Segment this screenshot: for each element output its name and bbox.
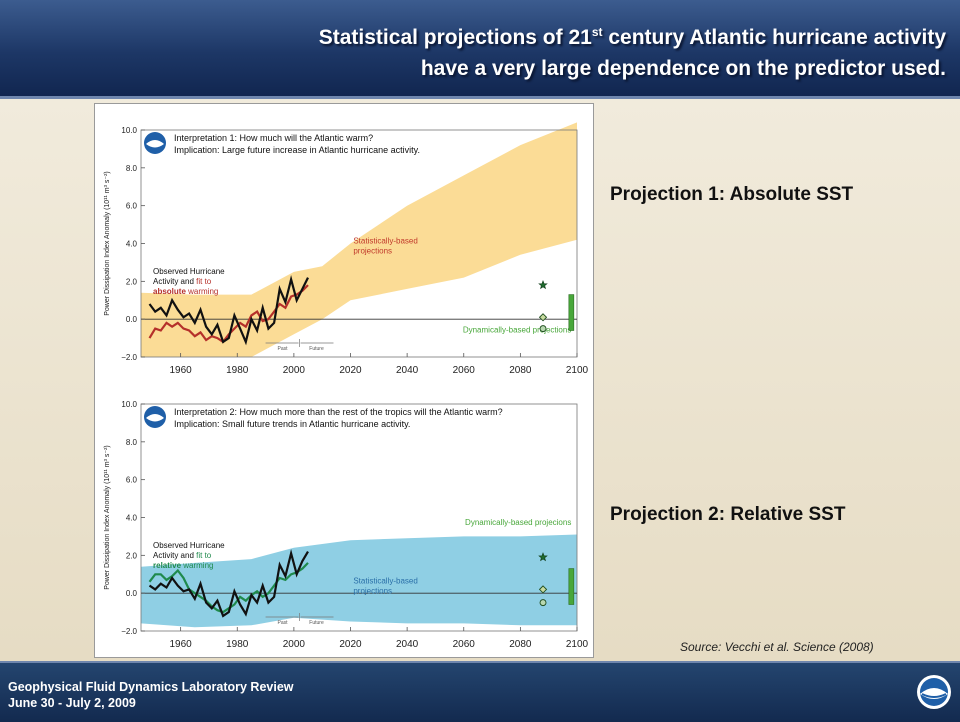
panel1-noaa-logo-bird — [146, 140, 164, 148]
panel1-x-tick-label: 2100 — [566, 365, 589, 376]
panel2-y-tick-label: 0.0 — [126, 589, 138, 598]
panel2-y-tick-label: 6.0 — [126, 476, 138, 485]
panel1-dynamical-circle-marker — [539, 325, 547, 333]
panel1-x-tick-label: 2080 — [509, 365, 532, 376]
panel1-x-tick-label: 1960 — [170, 365, 193, 376]
panel2-x-tick-label: 2040 — [396, 639, 419, 650]
panel2-observed-label-fit: fit to — [196, 551, 212, 560]
panel2-interpretation-line2: Implication: Small future trends in Atla… — [174, 419, 410, 429]
panel2-y-tick-label: 4.0 — [126, 514, 138, 523]
panel1-interpretation-line1: Interpretation 1: How much will the Atla… — [174, 133, 373, 143]
panel1-dynamical-label: Dynamically-based projections — [463, 325, 572, 334]
panel1-y-tick-label: 0.0 — [126, 315, 138, 324]
panel1-observed-label-2: Activity and fit to — [153, 277, 212, 286]
panel1-future-label: Future — [309, 346, 324, 352]
panel1-y-tick-label: 4.0 — [126, 240, 138, 249]
panel1-x-tick-label: 2040 — [396, 365, 419, 376]
title-line2: have a very large dependence on the pred… — [420, 57, 946, 80]
panel2-observed-label-1: Observed Hurricane — [153, 541, 225, 550]
panel2-dynamical-star-marker — [538, 552, 548, 562]
panel1-statistical-label-2: projections — [353, 247, 392, 256]
panel1-observed-label-warming: warming — [186, 287, 218, 296]
footer-text: Geophysical Fluid Dynamics Laboratory Re… — [8, 679, 294, 711]
panel1-statistical-band — [141, 122, 577, 358]
title-banner — [0, 0, 960, 99]
panel2-x-tick-label: 2020 — [339, 639, 362, 650]
panel2-observed-label-2: Activity and fit to — [153, 551, 212, 560]
panel1-x-tick-label: 1980 — [226, 365, 249, 376]
panel2-x-tick-label: 2080 — [509, 639, 532, 650]
panel1-observed-label-3: absolute warming — [153, 287, 218, 296]
panel1-y-tick-label: 10.0 — [121, 126, 137, 135]
panel1-past-label: Past — [278, 346, 289, 352]
panel2-statistical-band — [141, 534, 577, 628]
figure-svg: 10.0 8.0 6.0 4.0 2.0 0.0 −2.0 1960 1980 2000 2020 2… — [104, 122, 589, 650]
source-citation: Source: Vecchi et al. Science (2008) — [680, 640, 874, 654]
panel1-y-axis-label: Power Dissipation Index Anomaly (10¹¹ m³… — [104, 171, 111, 316]
panel2-interpretation-line1: Interpretation 2: How much more than the… — [174, 407, 503, 417]
panel1-x-tick-label: 2020 — [339, 365, 362, 376]
footer-bar — [0, 661, 960, 722]
panel2-x-tick-label: 2100 — [566, 639, 589, 650]
panel2-noaa-logo-icon — [144, 406, 166, 428]
panel2-y-tick-label: 2.0 — [126, 551, 138, 560]
footer-line1: Geophysical Fluid Dynamics Laboratory Re… — [8, 680, 294, 694]
figure-panel: 10.0 8.0 6.0 4.0 2.0 0.0 −2.0 1960 1980 2000 2020 2… — [94, 103, 594, 658]
panel1-y-tick-label: 2.0 — [126, 277, 138, 286]
panel2-future-label: Future — [309, 620, 324, 626]
panel1-observed-line — [148, 275, 309, 346]
panel1-y-tick-label: 6.0 — [126, 202, 138, 211]
panel1-x-tick-label: 2000 — [283, 365, 306, 376]
panel2-x-tick-label: 2060 — [453, 639, 476, 650]
panel2-dynamical-range-bar — [568, 568, 575, 605]
panel2-statistical-label-2: projections — [353, 587, 392, 596]
panel2-dynamical-diamond-marker — [538, 585, 548, 594]
panel1-dynamical-range-bar — [568, 294, 575, 331]
panel1-noaa-logo-icon — [144, 132, 166, 154]
panel2-dynamical-label: Dynamically-based projecions — [465, 518, 571, 527]
panel2-x-tick-label: 1980 — [226, 639, 249, 650]
panel2-past-label: Past — [278, 620, 289, 626]
panel2-x-tick-label: 2000 — [283, 639, 306, 650]
panel2-x-tick-label: 1960 — [170, 639, 193, 650]
panel2-statistical-label-1: Statistically-based — [353, 577, 417, 586]
footer-line2: June 30 - July 2, 2009 — [8, 696, 136, 710]
panel1-observed-label-1: Observed Hurricane — [153, 267, 225, 276]
slide-title: Statistical projections of 21st century … — [46, 22, 946, 84]
title-line1-a: Statistical projections of 21 — [318, 26, 592, 49]
panel1-y-tick-label: −2.0 — [121, 353, 137, 362]
panel2-dynamical-circle-marker — [539, 599, 547, 607]
panel2-y-axis-label: Power Dissipation Index Anomaly (10¹¹ m³… — [104, 445, 111, 590]
projection1-label: Projection 1: Absolute SST — [610, 184, 854, 205]
panel1-dynamical-diamond-marker — [538, 313, 548, 322]
panel2-observed-label-warming: warming — [181, 561, 213, 570]
noaa-logo-icon — [917, 675, 951, 709]
panel2-y-tick-label: 8.0 — [126, 438, 138, 447]
panel1-interpretation-line2: Implication: Large future increase in At… — [174, 145, 420, 155]
panel2-observed-label-3: relative warming — [153, 561, 213, 570]
panel2-y-tick-label: −2.0 — [121, 627, 137, 636]
panel2-y-tick-label: 10.0 — [121, 400, 137, 409]
panel1-dynamical-star-marker — [538, 280, 548, 290]
title-line1-b: century Atlantic hurricane activity — [602, 26, 946, 49]
panel1-statistical-label-1: Statistically-based — [353, 237, 417, 246]
panel2-observed-line — [148, 549, 309, 618]
panel2-noaa-logo-bird — [146, 414, 164, 422]
title-superscript: st — [591, 25, 603, 39]
panel1-x-tick-label: 2060 — [453, 365, 476, 376]
panel1-y-tick-label: 8.0 — [126, 164, 138, 173]
panel1-observed-label-fit: fit to — [196, 277, 212, 286]
projection2-label: Projection 2: Relative SST — [610, 504, 846, 525]
